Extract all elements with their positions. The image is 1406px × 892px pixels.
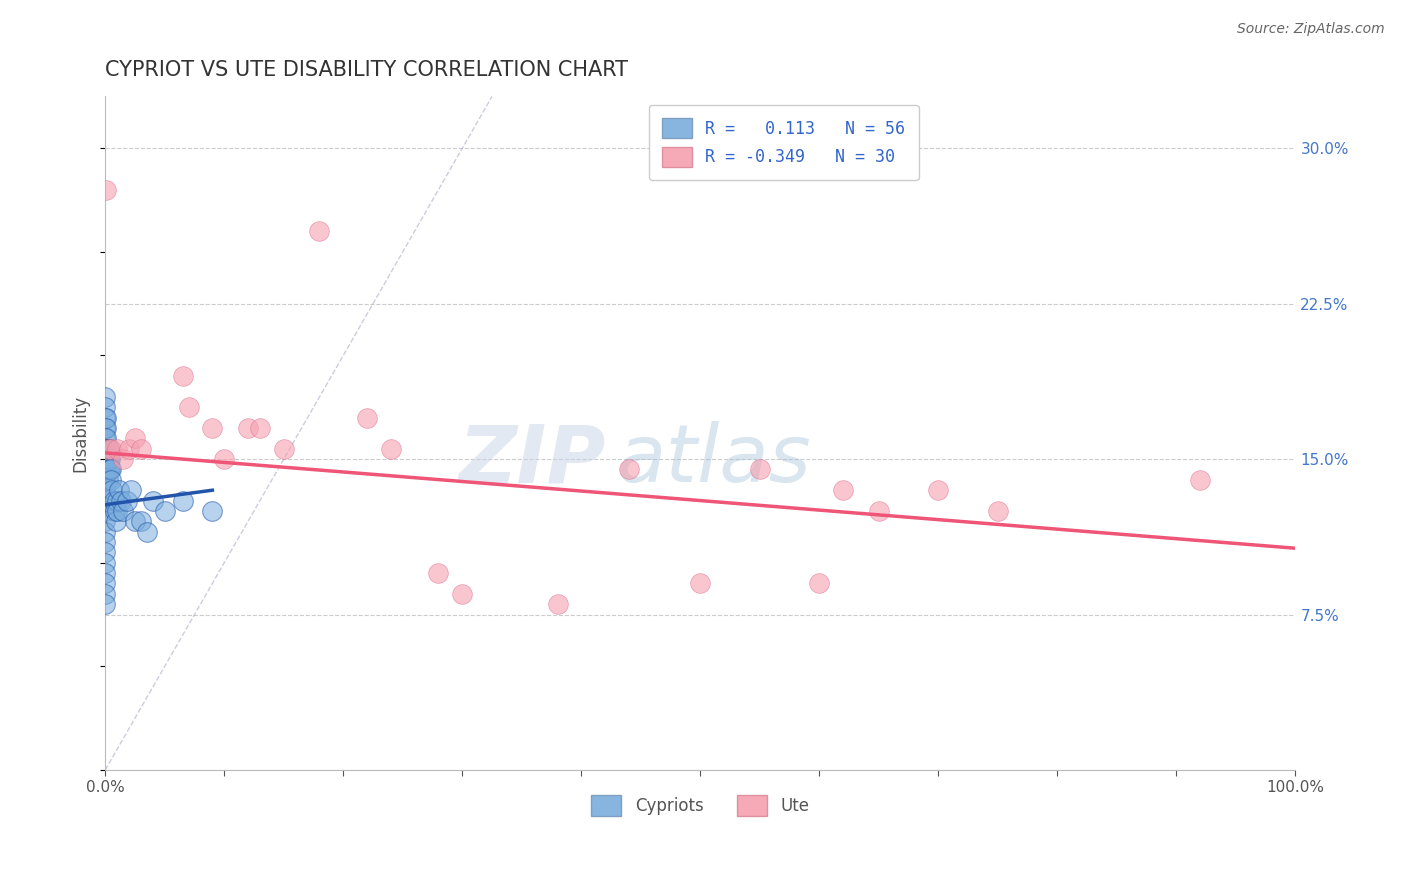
Point	[104, 514, 127, 528]
Point	[94, 473, 117, 487]
Legend: Cypriots, Ute: Cypriots, Ute	[585, 789, 815, 822]
Point	[96, 183, 118, 197]
Point	[94, 524, 117, 539]
Point	[172, 493, 194, 508]
Text: CYPRIOT VS UTE DISABILITY CORRELATION CHART: CYPRIOT VS UTE DISABILITY CORRELATION CH…	[105, 60, 628, 79]
Point	[97, 452, 120, 467]
Point	[129, 442, 152, 456]
Text: atlas: atlas	[617, 421, 811, 500]
Point	[135, 524, 157, 539]
Point	[94, 514, 117, 528]
Point	[97, 442, 120, 456]
Point	[94, 442, 117, 456]
Point	[94, 566, 117, 580]
Point	[832, 483, 855, 498]
Point	[97, 442, 120, 456]
Point	[100, 473, 122, 487]
Point	[94, 545, 117, 559]
Point	[308, 224, 330, 238]
Point	[94, 462, 117, 476]
Point	[98, 452, 121, 467]
Point	[177, 401, 200, 415]
Point	[105, 442, 128, 456]
Point	[115, 493, 138, 508]
Point	[94, 483, 117, 498]
Text: Source: ZipAtlas.com: Source: ZipAtlas.com	[1237, 22, 1385, 37]
Point	[172, 369, 194, 384]
Point	[617, 462, 640, 476]
Point	[94, 597, 117, 611]
Point	[120, 483, 142, 498]
Point	[129, 514, 152, 528]
Point	[212, 452, 235, 467]
Point	[105, 493, 128, 508]
Point	[94, 576, 117, 591]
Point	[94, 431, 117, 445]
Point	[94, 390, 117, 404]
Point	[97, 452, 120, 467]
Point	[104, 504, 127, 518]
Y-axis label: Disability: Disability	[72, 394, 89, 472]
Point	[101, 483, 124, 498]
Point	[748, 462, 770, 476]
Point	[100, 442, 122, 456]
Point	[97, 442, 120, 456]
Point	[96, 431, 118, 445]
Point	[94, 410, 117, 425]
Point	[124, 514, 146, 528]
Point	[380, 442, 402, 456]
Point	[808, 576, 831, 591]
Text: ZIP: ZIP	[458, 421, 605, 500]
Point	[94, 504, 117, 518]
Point	[108, 483, 131, 498]
Point	[427, 566, 450, 580]
Point	[103, 493, 125, 508]
Point	[96, 462, 118, 476]
Point	[1189, 473, 1212, 487]
Point	[547, 597, 569, 611]
Point	[94, 452, 117, 467]
Point	[94, 493, 117, 508]
Point	[356, 410, 378, 425]
Point	[927, 483, 949, 498]
Point	[97, 473, 120, 487]
Point	[689, 576, 711, 591]
Point	[142, 493, 165, 508]
Point	[112, 452, 135, 467]
Point	[94, 556, 117, 570]
Point	[112, 504, 135, 518]
Point	[100, 462, 122, 476]
Point	[124, 431, 146, 445]
Point	[105, 504, 128, 518]
Point	[96, 452, 118, 467]
Point	[987, 504, 1010, 518]
Point	[96, 421, 118, 435]
Point	[153, 504, 176, 518]
Point	[118, 442, 141, 456]
Point	[249, 421, 271, 435]
Point	[94, 587, 117, 601]
Point	[236, 421, 259, 435]
Point	[94, 401, 117, 415]
Point	[451, 587, 474, 601]
Point	[201, 504, 224, 518]
Point	[96, 442, 118, 456]
Point	[94, 535, 117, 549]
Point	[97, 462, 120, 476]
Point	[201, 421, 224, 435]
Point	[94, 421, 117, 435]
Point	[98, 462, 121, 476]
Point	[273, 442, 295, 456]
Point	[868, 504, 890, 518]
Point	[97, 462, 120, 476]
Point	[110, 493, 132, 508]
Point	[96, 410, 118, 425]
